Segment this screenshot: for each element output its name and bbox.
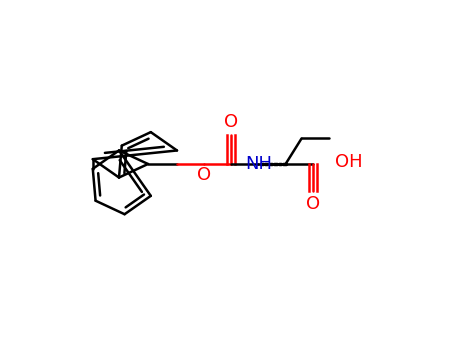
Text: O: O [197, 166, 211, 184]
Text: OH: OH [335, 153, 363, 171]
Text: O: O [224, 113, 238, 131]
Text: NH: NH [245, 155, 272, 173]
Text: O: O [306, 195, 320, 213]
